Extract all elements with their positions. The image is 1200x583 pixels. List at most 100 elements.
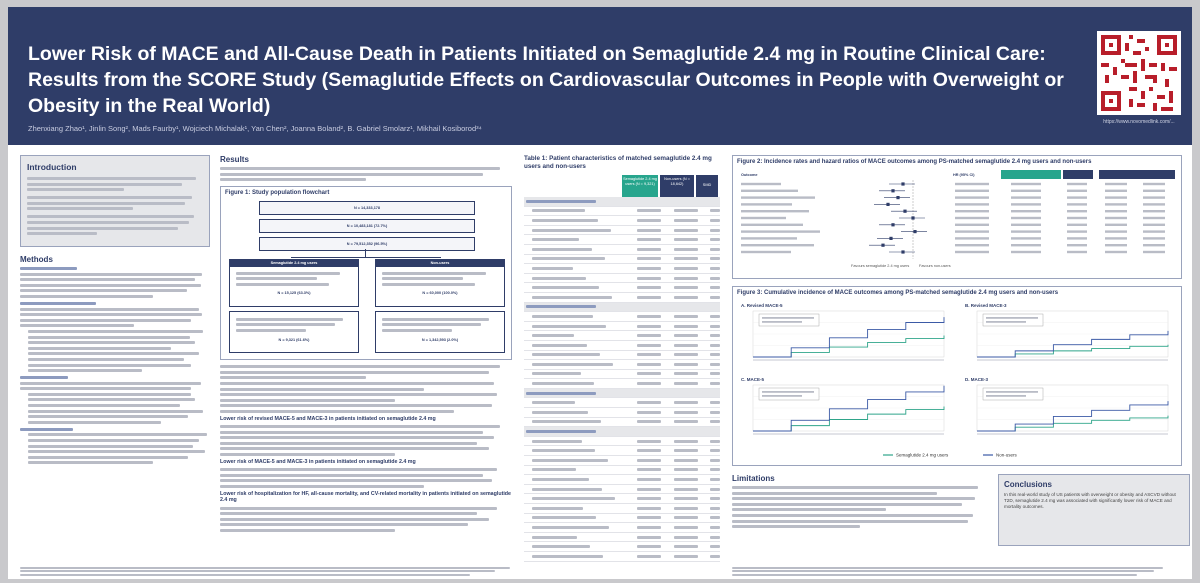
results-subheading-1: Lower risk of revised MACE-5 and MACE-3 … [220,415,436,422]
flow-box-3-count: N = 79,512,352 (96.5%) [346,242,388,247]
km-hr-annotation-line [986,317,1038,319]
forest-events-a [1105,250,1127,254]
km-hr-annotation-box [982,387,1044,401]
forest-outcome-label [741,182,781,186]
table1-body [524,197,720,562]
forest-outcome-label [741,237,797,240]
forest-events-b [1143,244,1165,247]
forest-outcome-label [741,230,820,233]
km-curve-semaglutide [977,415,1169,432]
methods-section: Methods [20,255,210,465]
table1-row [524,542,720,552]
forest-plot-svg [741,180,1165,259]
table1-row [524,494,720,504]
km-at-risk-row [753,359,944,361]
table1-section-row [524,388,720,399]
forest-outcome-label [741,210,809,213]
figure3-cumulative-incidence: Figure 3: Cumulative incidence of MACE o… [732,286,1182,466]
table1-row [524,408,720,418]
flow-nonuser-heading: Non-users [376,260,504,268]
table1-row [524,264,720,274]
results-subheading-2: Lower risk of MACE-5 and MACE-3 in patie… [220,458,416,465]
forest-sema-rate [1011,203,1041,206]
forest-events-b [1143,250,1165,254]
table1-row [524,331,720,341]
legend-label-nonusers: Non-users [996,453,1018,458]
flow-box-3: N = 79,512,352 (96.5%) [259,237,475,252]
table1-column: Table 1: Patient characteristics of matc… [524,155,720,562]
table1-row [524,207,720,217]
forest-events-b [1143,237,1165,240]
forest-sema-rate [1011,237,1041,240]
forest-events-b [1143,230,1165,233]
forest-hr-text [955,196,989,199]
results-column: Results Figure 1: Study population flowc… [220,155,512,535]
forest-sema-rate [1011,250,1041,254]
table1-row [524,322,720,332]
forest-outcome-label [741,189,798,192]
forest-point [901,250,905,254]
forest-nonuser-rate [1067,237,1087,240]
figure2-col-hr: HR (95% CI) [953,173,975,177]
forest-hr-text [955,237,989,240]
forest-events-a [1105,237,1127,240]
forest-point [891,223,895,227]
forest-events-a [1105,230,1127,233]
forest-point [891,189,895,193]
km-hr-annotation-line [762,321,802,323]
table1-row [524,523,720,533]
km-hr-annotation-line [986,391,1038,393]
conclusions-box: Conclusions In this real-world study of … [998,474,1190,546]
table1-section-row [524,302,720,313]
results-body: Lower risk of revised MACE-5 and MACE-3 … [220,365,512,533]
table1-row [524,360,720,370]
legend-label-semaglutide: Semaglutide 2.4 mg users [896,453,949,458]
forest-sema-rate [1011,230,1041,233]
km-hr-annotation-line [762,317,814,319]
forest-outcome-label [741,216,786,220]
table1-row [524,293,720,303]
km-curve-nonusers [977,330,1169,358]
limitations-section: Limitations [732,474,988,546]
forest-nonuser-rate [1067,223,1087,226]
figure3-panels-svg: A. Revised MACE-5 B. Revised MACE-3 C. MAC… [741,303,1169,458]
table1-row [524,398,720,409]
forest-outcome-label [741,223,803,226]
references-footer [8,565,1192,579]
table1-row [524,504,720,514]
forest-nonuser-rate [1067,216,1087,220]
figure2-col-outcome: Outcome [741,173,758,177]
table1-row [524,485,720,495]
km-curve-semaglutide [753,406,945,432]
author-list: Zhenxiang Zhao¹, Jinlin Song², Mads Faur… [28,124,482,133]
km-hr-annotation-line [762,395,802,397]
forest-outcome-label [741,203,792,206]
km-at-risk-row [977,433,1168,435]
km-hr-annotation-box [758,387,820,401]
table1-row [524,312,720,322]
forest-sema-rate [1011,196,1041,199]
introduction-heading: Introduction [27,162,77,172]
forest-point [889,236,893,240]
figure2-title: Figure 2: Incidence rates and hazard rat… [737,159,1092,165]
qr-code[interactable] [1097,31,1181,115]
introduction-box: Introduction [20,155,210,247]
forest-events-b [1143,196,1165,199]
km-hr-annotation-box [982,313,1044,327]
forest-sema-rate [1011,210,1041,213]
forest-events-a [1105,244,1127,247]
km-hr-annotation-line [762,391,814,393]
forest-nonuser-rate [1067,210,1087,213]
forest-hr-text [955,182,989,186]
figure2-forest-plot: Figure 2: Incidence rates and hazard rat… [732,155,1182,279]
forest-point [901,182,905,186]
forest-hr-text [955,203,989,206]
flow-nonuser-final-count: N = 1,342,593 (2.0%) [421,337,459,342]
forest-nonuser-rate [1067,182,1087,186]
forest-events-a [1105,223,1127,226]
km-curve-nonusers [753,317,945,358]
table1-col-nonusers: Non-users (N = 18,642) [660,175,694,197]
methods-heading: Methods [20,255,53,264]
forest-events-a [1105,216,1127,220]
forest-hr-text [955,223,989,226]
